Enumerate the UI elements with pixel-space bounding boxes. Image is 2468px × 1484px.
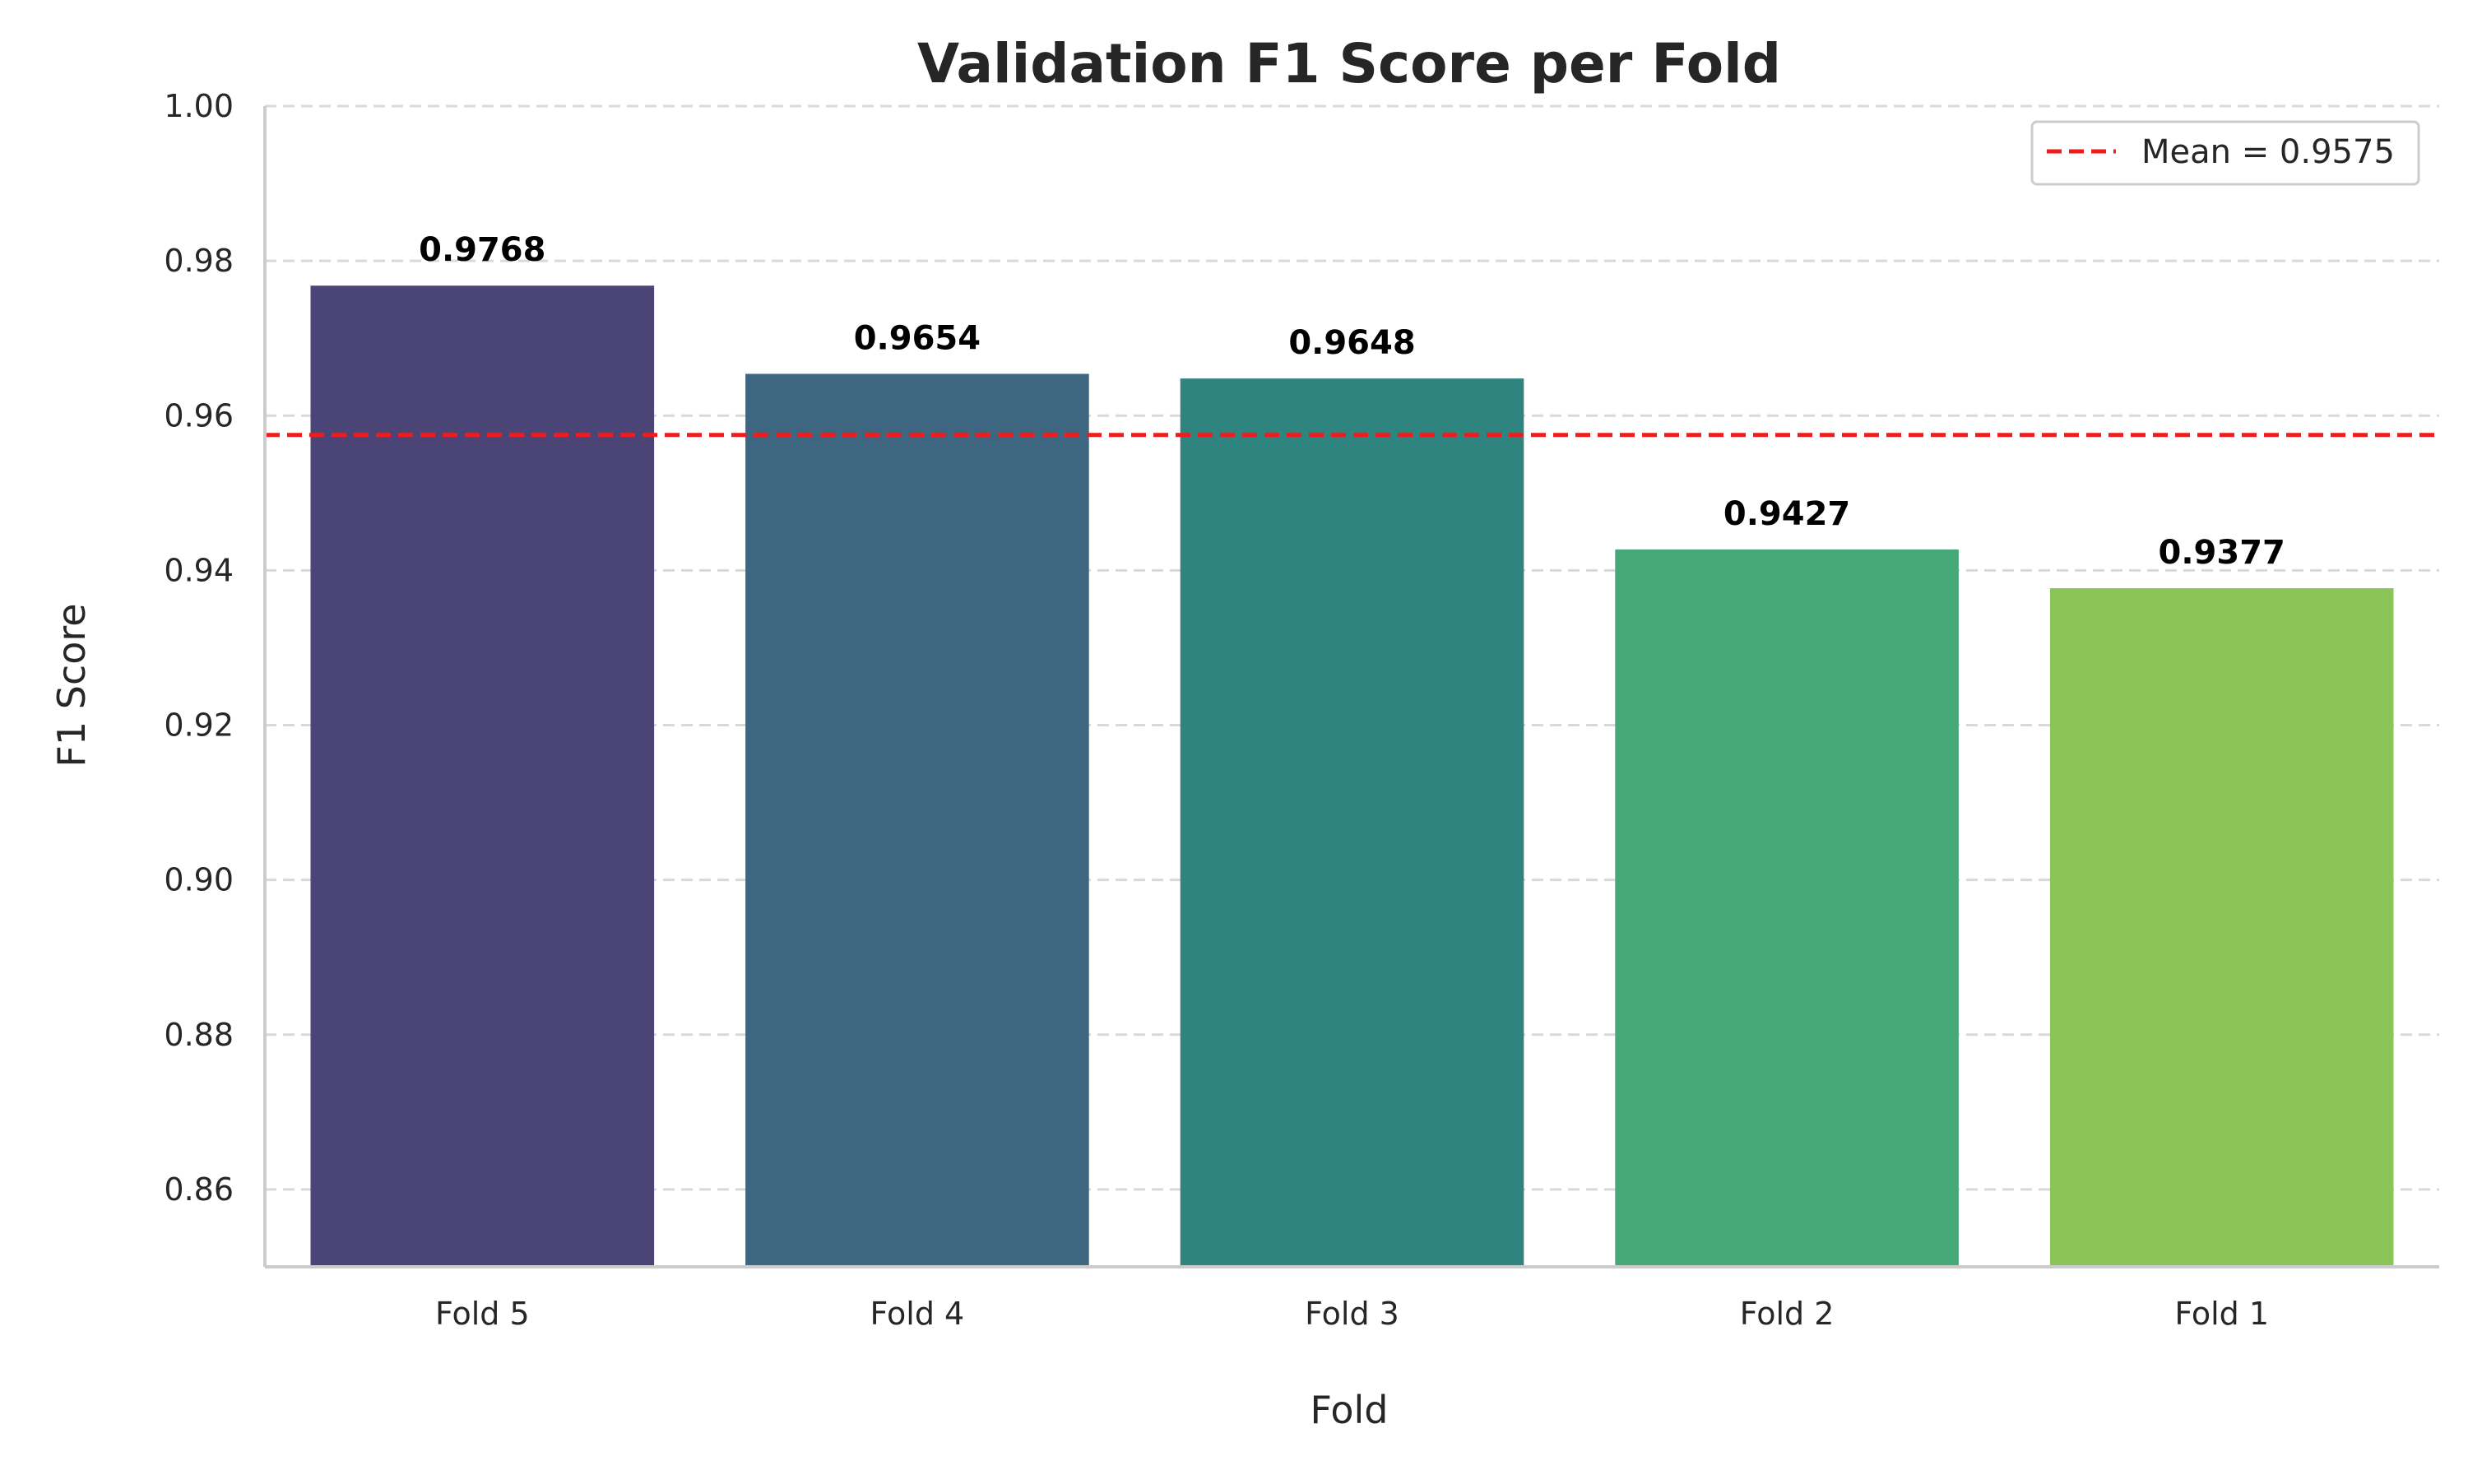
legend-mean-label: Mean = 0.9575 <box>2141 133 2395 171</box>
axes <box>263 106 2439 1268</box>
x-tick-label: Fold 1 <box>2174 1296 2269 1332</box>
legend-frame <box>2030 120 2420 186</box>
bar-value-label: 0.9427 <box>1723 495 1850 533</box>
y-tick-labels: 0.86 0.88 0.90 0.92 0.94 0.96 0.98 1.00 <box>164 88 234 1208</box>
y-tick-label: 0.86 <box>164 1171 234 1208</box>
data-labels: 0.9768 0.9654 0.9648 0.9427 0.9377 <box>419 231 2285 572</box>
bar <box>310 285 655 1268</box>
x-tick-labels: Fold 5 Fold 4 Fold 3 Fold 2 Fold 1 <box>435 1296 2269 1332</box>
bar <box>1615 550 1959 1267</box>
legend: Mean = 0.9575 <box>2030 120 2420 186</box>
y-tick-label: 0.88 <box>164 1017 234 1053</box>
bar <box>745 373 1089 1267</box>
bar <box>2049 588 2394 1267</box>
bars <box>310 285 2394 1268</box>
y-tick-label: 0.96 <box>164 397 234 434</box>
y-tick-label: 0.92 <box>164 707 234 744</box>
y-tick-label: 0.98 <box>164 243 234 279</box>
y-tick-label: 0.94 <box>164 552 234 588</box>
x-tick-label: Fold 2 <box>1740 1296 1835 1332</box>
x-tick-label: Fold 3 <box>1305 1296 1399 1332</box>
y-axis-title: F1 Score <box>49 603 94 767</box>
bar-value-label: 0.9377 <box>2159 534 2285 572</box>
bar <box>1180 378 1524 1268</box>
x-tick-label: Fold 5 <box>435 1296 530 1332</box>
bar-value-label: 0.9768 <box>419 231 545 269</box>
y-tick-label: 1.00 <box>164 88 234 124</box>
chart-title: Validation F1 Score per Fold <box>917 32 1781 95</box>
bar-value-label: 0.9648 <box>1288 324 1415 362</box>
x-axis-title: Fold <box>1311 1388 1389 1432</box>
y-tick-label: 0.90 <box>164 862 234 898</box>
bar-value-label: 0.9654 <box>854 319 981 357</box>
x-tick-label: Fold 4 <box>870 1296 965 1332</box>
